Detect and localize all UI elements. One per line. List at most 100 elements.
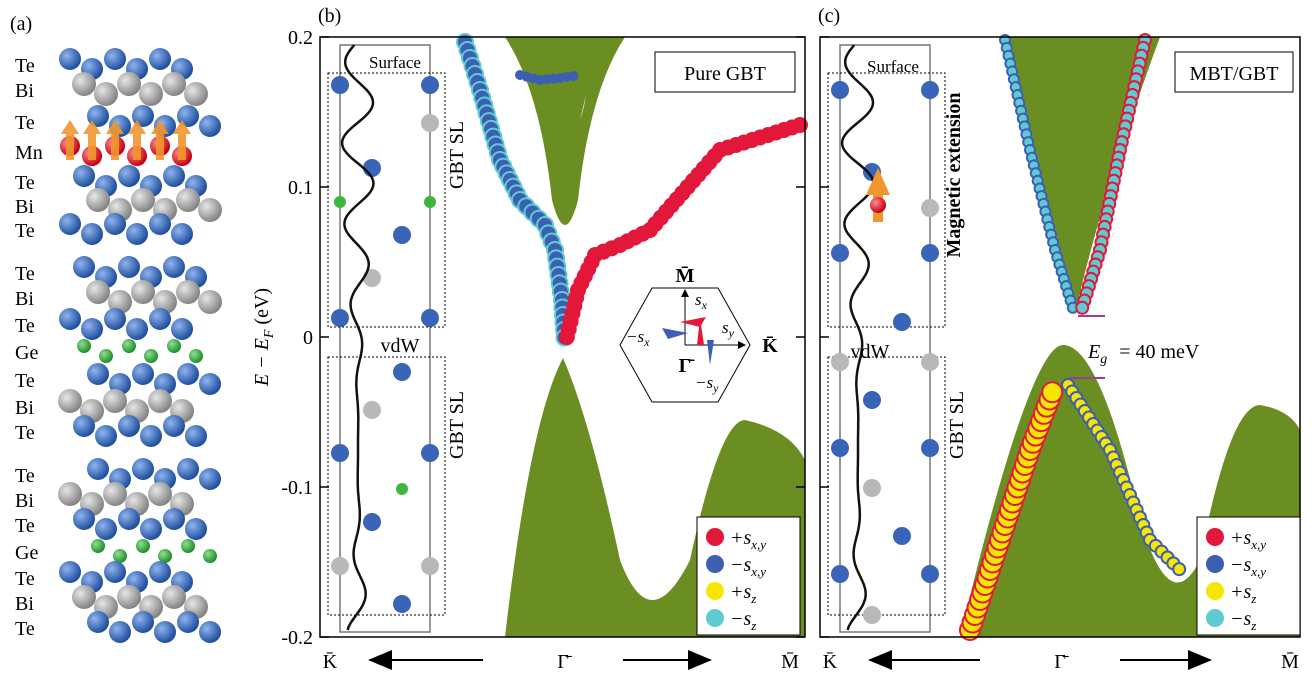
atom-label: Ge (15, 342, 38, 364)
legend-swatch (1206, 609, 1224, 627)
atom (144, 349, 158, 363)
annotation: vdW (851, 341, 890, 363)
legend-text: −s (1230, 608, 1251, 630)
atom (921, 439, 939, 457)
atom (139, 82, 163, 106)
legend-sub: z (750, 618, 756, 633)
atom-label: Te (15, 422, 35, 444)
atom (131, 188, 155, 212)
atom (198, 290, 222, 314)
atom (831, 439, 849, 457)
atom (863, 479, 881, 497)
atom (831, 565, 849, 583)
atom (189, 349, 203, 363)
panel-label: (b) (318, 5, 341, 27)
inset-label: M̄ (676, 265, 695, 287)
atom (185, 425, 207, 447)
legend-swatch (706, 528, 724, 546)
atom (149, 561, 171, 583)
legend-sub: z (1250, 591, 1256, 606)
atom (132, 611, 154, 633)
atom (870, 197, 886, 213)
band-point (1042, 382, 1062, 402)
crystal-structure: TeBiTeMnTeBiTeTeBiTeGeTeBiTeTeBiTeGeTeBi… (15, 48, 222, 643)
atom (117, 585, 141, 609)
atom (72, 72, 96, 96)
atom-label: Te (15, 263, 35, 285)
atom (95, 518, 117, 540)
atom (176, 188, 200, 212)
atom (171, 223, 193, 245)
atom (177, 363, 199, 385)
legend-sub: x,y (750, 564, 766, 579)
atom (331, 76, 349, 94)
surface-profile (342, 45, 373, 630)
annotation: Surface (867, 57, 919, 76)
atom (158, 549, 172, 563)
atom (59, 561, 81, 583)
atom (167, 339, 181, 353)
atom (118, 165, 140, 187)
atom (104, 213, 126, 235)
legend-swatch (706, 609, 724, 627)
atom (393, 226, 411, 244)
atom (59, 308, 81, 330)
atom (198, 198, 222, 222)
atom-label: Te (15, 465, 35, 487)
legend-swatch (1206, 528, 1224, 546)
atom (131, 280, 155, 304)
atom (162, 72, 186, 96)
atom (91, 539, 105, 553)
atom (95, 425, 117, 447)
atom (149, 308, 171, 330)
atom (126, 223, 148, 245)
annotation: Surface (369, 53, 421, 72)
band-point (1173, 563, 1185, 575)
atom (393, 363, 411, 381)
y-axis-label: E − EF(eV) (251, 288, 277, 387)
atom (185, 518, 207, 540)
atom-label: Te (15, 568, 35, 590)
atom (73, 508, 95, 530)
atom (77, 339, 91, 353)
y-tick-label: 0.1 (288, 177, 313, 199)
legend-text: +s (1230, 581, 1251, 603)
legend-text: −s (730, 554, 751, 576)
atom (81, 223, 103, 245)
atom-label: Ge (15, 542, 38, 564)
atom (363, 159, 381, 177)
atom (921, 353, 939, 371)
atom (921, 244, 939, 262)
legend-swatch (706, 582, 724, 600)
atom (176, 280, 200, 304)
atom (181, 539, 195, 553)
atom (104, 308, 126, 330)
atom (421, 444, 439, 462)
y-tick-label: -0.2 (281, 627, 313, 649)
panel-label: (c) (818, 5, 840, 27)
figure: TeBiTeMnTeBiTeTeBiTeGeTeBiTeTeBiTeGeTeBi… (0, 0, 1314, 674)
legend-text: +s (730, 527, 751, 549)
atom (921, 81, 939, 99)
atom (99, 349, 113, 363)
atom (58, 482, 82, 506)
atom-label: Te (15, 172, 35, 194)
atom (94, 82, 118, 106)
x-tick-label: Γ̄ (557, 651, 573, 673)
y-tick-label: 0 (303, 327, 313, 349)
atom (393, 595, 411, 613)
legend-sub: x,y (1250, 537, 1266, 552)
atom (171, 318, 193, 340)
legend-swatch (1206, 582, 1224, 600)
bz-inset: M̄ K̄ Γ̄ sx −sx sy −sy (620, 265, 778, 402)
atom (199, 115, 221, 137)
atom (893, 527, 911, 545)
atom (421, 557, 439, 575)
dotted-box (328, 357, 445, 615)
atom (118, 508, 140, 530)
legend-swatch (706, 555, 724, 573)
annotation: GBT SL (946, 391, 968, 459)
atom (199, 468, 221, 490)
atom (331, 309, 349, 327)
slab-box (840, 45, 930, 632)
